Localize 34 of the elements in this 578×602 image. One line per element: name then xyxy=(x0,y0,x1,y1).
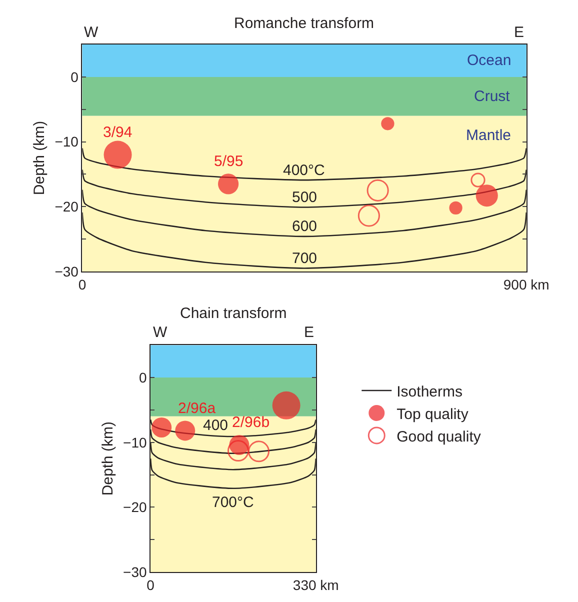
chart-title: Chain transform xyxy=(180,305,287,322)
legend-label: Top quality xyxy=(396,406,469,423)
text: W xyxy=(84,24,99,41)
annotation: 600 xyxy=(292,218,318,235)
band-label: Mantle xyxy=(466,127,512,144)
x-tick-label: 900 km xyxy=(503,276,550,292)
text: E xyxy=(304,324,314,341)
band-label: Ocean xyxy=(467,52,512,69)
chart-title: Romanche transform xyxy=(234,15,374,32)
y-axis-title: Depth (km) xyxy=(30,120,48,196)
y-tick-label: −10 xyxy=(54,134,79,150)
y-tick-label: −30 xyxy=(123,564,147,580)
annotation: 400°C xyxy=(283,162,326,179)
y-tick-label: −20 xyxy=(54,198,79,215)
legend-label: Good quality xyxy=(396,428,482,446)
annotation: 400 xyxy=(203,417,228,434)
annotation: 2/96b xyxy=(232,414,270,431)
legend-label: Isotherms xyxy=(396,383,462,400)
band-label: Crust xyxy=(474,88,511,105)
x-tick-label: 330 km xyxy=(292,576,339,593)
text: W xyxy=(153,324,168,341)
y-tick-label: 0 xyxy=(138,369,147,386)
y-tick-label: −10 xyxy=(123,434,147,450)
y-tick-label: 0 xyxy=(70,68,79,85)
text: E xyxy=(514,24,524,41)
annotation: 2/96a xyxy=(178,400,216,417)
y-tick-label: −20 xyxy=(123,499,147,516)
annotation: 700 xyxy=(292,250,318,267)
y-axis-title: Depth (km) xyxy=(99,421,116,496)
annotation: 5/95 xyxy=(214,153,244,170)
annotation: 3/94 xyxy=(103,124,132,141)
annotation: 700°C xyxy=(212,494,254,511)
y-tick-label: −30 xyxy=(54,263,79,280)
annotation: 500 xyxy=(292,189,318,206)
